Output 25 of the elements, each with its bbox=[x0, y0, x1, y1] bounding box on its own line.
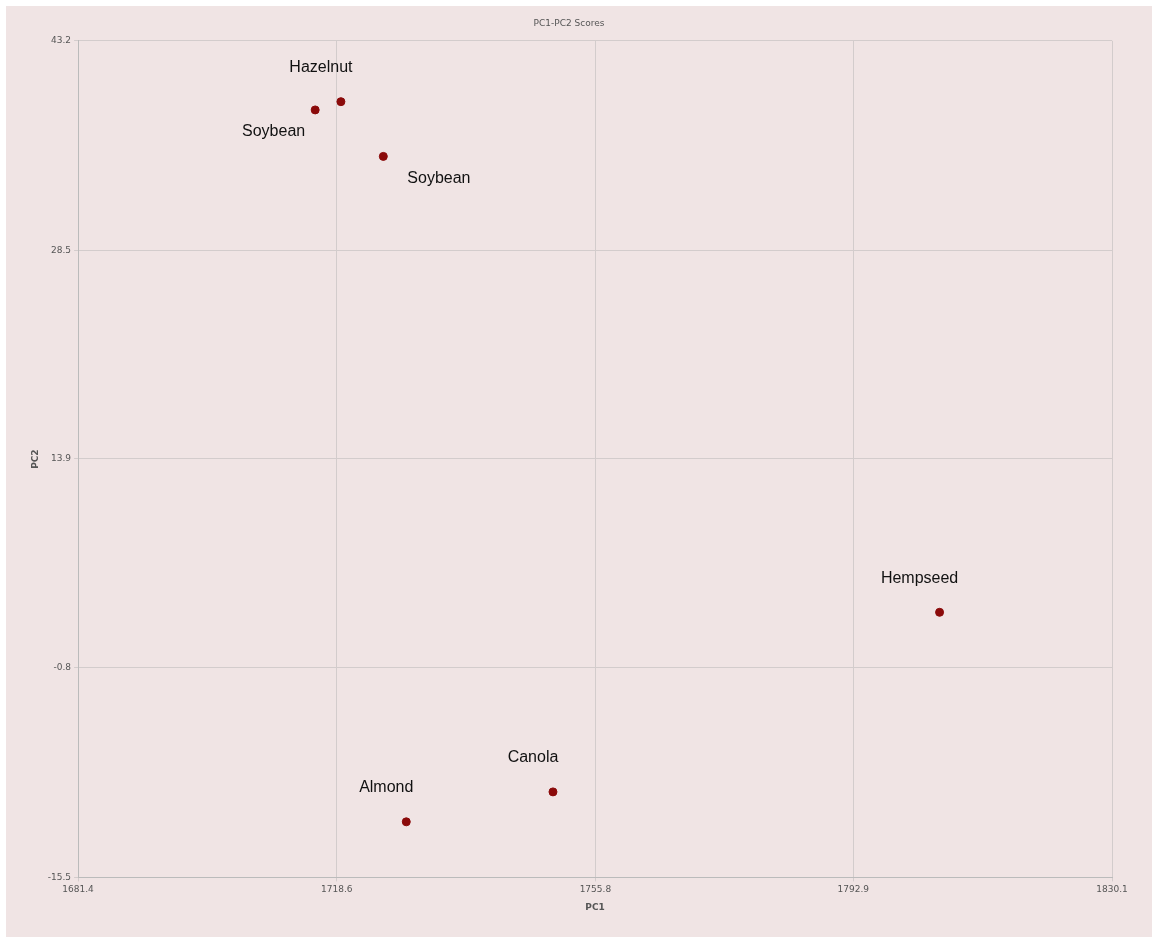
x-axis-title: PC1 bbox=[585, 901, 605, 912]
annotation: Hazelnut bbox=[289, 58, 354, 76]
annotation: Canola bbox=[507, 748, 559, 766]
x-tick-label: 1830.1 bbox=[1096, 884, 1128, 895]
annotation: Soybean bbox=[242, 122, 306, 140]
point bbox=[378, 151, 388, 161]
point bbox=[935, 607, 945, 617]
point bbox=[336, 97, 346, 107]
x-tick-label: 1681.4 bbox=[62, 884, 95, 895]
annotation: Soybean bbox=[407, 168, 471, 186]
point bbox=[548, 787, 558, 797]
annotation: Almond bbox=[359, 778, 414, 796]
point bbox=[401, 817, 411, 827]
annotation: Hempseed bbox=[880, 568, 959, 586]
y-tick-label: 13.9 bbox=[51, 452, 72, 463]
x-tick-label: 1755.8 bbox=[579, 884, 612, 895]
point bbox=[310, 105, 320, 115]
chart-title: PC1-PC2 Scores bbox=[533, 17, 605, 28]
x-tick-label: 1792.9 bbox=[837, 884, 870, 895]
y-tick-label: 28.5 bbox=[51, 244, 72, 255]
y-tick-label: 43.2 bbox=[51, 35, 72, 46]
y-tick-label: -15.5 bbox=[47, 871, 72, 882]
y-tick-label: -0.8 bbox=[53, 662, 72, 673]
y-axis-title: PC2 bbox=[29, 449, 40, 469]
x-tick-label: 1718.6 bbox=[320, 884, 353, 895]
